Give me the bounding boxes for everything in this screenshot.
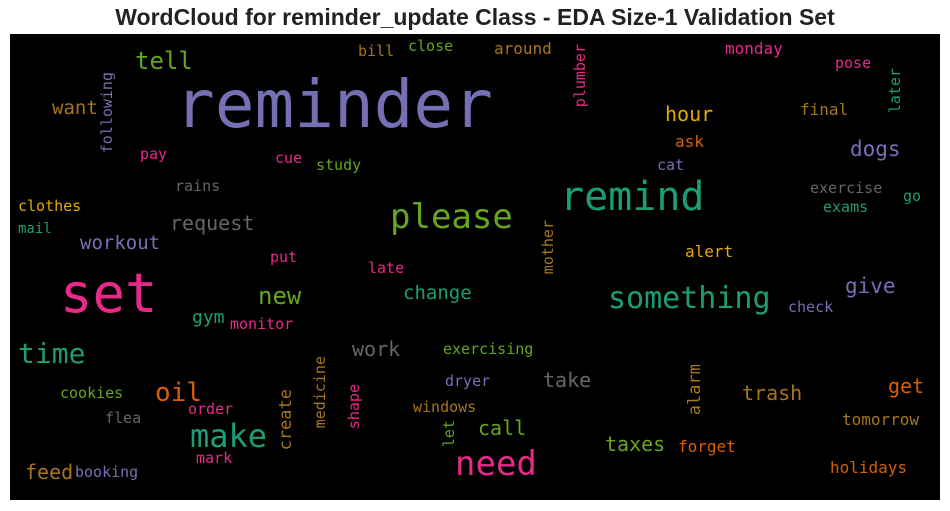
word-order: order: [188, 400, 234, 418]
word-oil: oil: [155, 378, 202, 408]
word-time: time: [18, 337, 86, 370]
word-pose: pose: [835, 54, 872, 72]
word-cat: cat: [657, 156, 685, 174]
word-windows: windows: [413, 398, 477, 416]
word-cloud-canvas: reminder set remind please something nee…: [10, 34, 940, 500]
word-reminder: reminder: [175, 66, 493, 143]
word-mark: mark: [196, 449, 233, 467]
word-put: put: [270, 248, 298, 266]
word-trash: trash: [742, 381, 803, 405]
word-tomorrow: tomorrow: [842, 410, 920, 429]
word-request: request: [170, 211, 255, 235]
word-exercise: exercise: [810, 179, 883, 197]
word-forget: forget: [678, 437, 736, 456]
word-set: set: [60, 262, 158, 325]
word-tell: tell: [135, 47, 193, 75]
word-dryer: dryer: [445, 372, 491, 390]
word-booking: booking: [75, 463, 139, 481]
word-make: make: [190, 417, 268, 455]
word-alarm: alarm: [685, 364, 705, 416]
word-late: late: [368, 259, 405, 277]
word-work: work: [352, 337, 401, 361]
word-plumber: plumber: [571, 44, 589, 108]
word-give: give: [845, 274, 896, 298]
word-shape: shape: [345, 384, 363, 430]
word-cookies: cookies: [60, 384, 124, 402]
word-taxes: taxes: [605, 432, 666, 456]
word-mail: mail: [18, 221, 52, 237]
word-monday: monday: [725, 39, 783, 58]
word-check: check: [788, 298, 834, 316]
word-exams: exams: [823, 198, 869, 216]
word-call: call: [478, 416, 527, 440]
word-want: want: [52, 97, 98, 119]
word-let: let: [440, 420, 458, 448]
chart-title: WordCloud for reminder_update Class - ED…: [115, 4, 835, 30]
word-something: something: [608, 281, 771, 316]
word-workout: workout: [80, 232, 161, 254]
word-study: study: [316, 156, 362, 174]
word-ask: ask: [675, 132, 704, 151]
word-medicine: medicine: [311, 356, 329, 429]
word-take: take: [543, 368, 592, 392]
word-rains: rains: [175, 177, 221, 195]
word-create: create: [276, 389, 296, 451]
word-clothes: clothes: [18, 197, 82, 215]
word-flea: flea: [105, 409, 142, 427]
word-bill: bill: [358, 42, 395, 60]
word-around: around: [494, 39, 552, 58]
word-please: please: [390, 197, 513, 237]
word-close: close: [408, 37, 454, 55]
word-pay: pay: [140, 145, 168, 163]
word-final: final: [800, 100, 849, 119]
word-alert: alert: [685, 242, 734, 261]
word-get: get: [888, 374, 925, 398]
word-exercising: exercising: [443, 340, 534, 358]
word-feed: feed: [25, 460, 74, 484]
word-mother: mother: [539, 220, 557, 275]
word-following: following: [98, 72, 116, 154]
word-change: change: [403, 282, 472, 304]
word-cue: cue: [275, 149, 303, 167]
word-dogs: dogs: [850, 137, 901, 161]
word-go: go: [903, 187, 922, 205]
word-later: later: [886, 68, 904, 114]
word-remind: remind: [560, 174, 705, 220]
word-need: need: [455, 444, 537, 484]
word-holidays: holidays: [830, 458, 908, 477]
word-new: new: [258, 282, 302, 310]
word-gym: gym: [192, 307, 225, 328]
word-monitor: monitor: [230, 315, 294, 333]
word-hour: hour: [665, 102, 714, 126]
